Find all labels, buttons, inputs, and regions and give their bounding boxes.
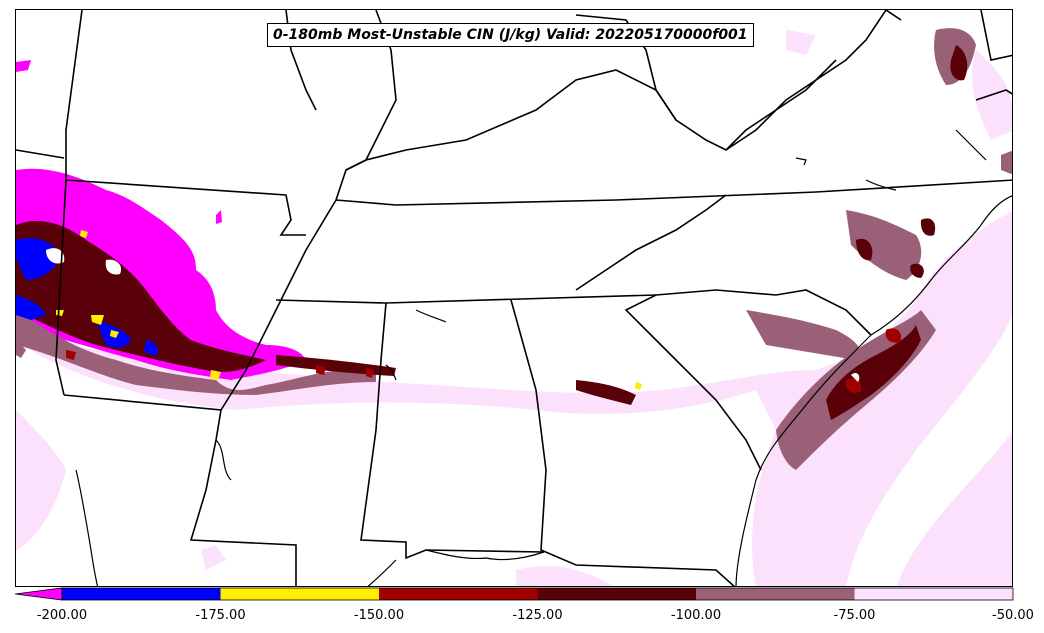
shading-gaps [46,248,860,382]
map-title: 0-180mb Most-Unstable CIN (J/kg) Valid: … [267,23,754,47]
cin-map [16,10,1012,586]
colorbar-tick-label: -150.00 [353,608,405,623]
cin-shading-red [66,328,902,393]
colorbar-bin [696,588,855,600]
cin-shading-light-pink [16,30,1012,586]
colorbar-tick-label: -175.00 [195,608,246,623]
colorbar-tick-label: -100.00 [670,608,722,623]
cin-shading-yellow [56,230,642,390]
colorbar-bin [62,588,221,600]
colorbar-bin [379,588,538,600]
colorbar-tick-label: -50.00 [992,608,1034,623]
colorbar-tick-label: -200.00 [36,608,88,623]
colorbar-tick-label: -75.00 [833,608,876,623]
coastlines [75,129,1012,586]
colorbar-bin [537,588,696,600]
colorbar-tick-label: -125.00 [512,608,563,623]
colorbar [15,587,1014,601]
colorbar-bin [220,588,379,600]
colorbar-extend-low [15,587,63,601]
colorbar-outline [61,587,1014,601]
map-panel: 0-180mb Most-Unstable CIN (J/kg) Valid: … [15,9,1013,587]
colorbar-bin [854,588,1013,600]
